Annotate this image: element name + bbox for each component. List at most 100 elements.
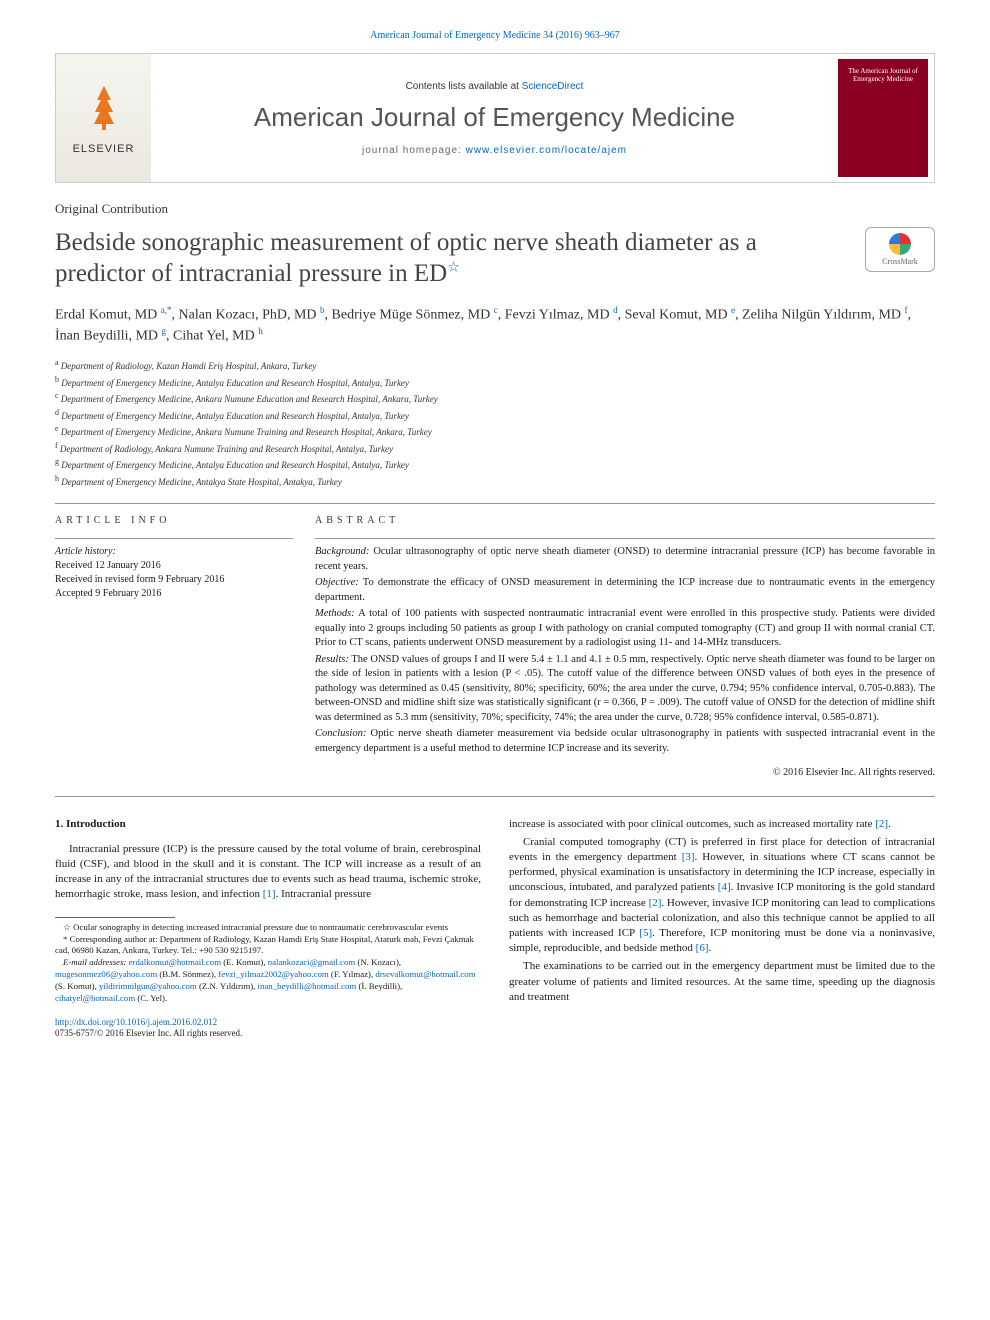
journal-banner: ELSEVIER Contents lists available at Sci…	[55, 53, 935, 183]
email-link[interactable]: erdalkomut@hotmail.com	[129, 957, 221, 967]
affiliation-list: a Department of Radiology, Kazan Hamdi E…	[55, 357, 935, 489]
journal-cover: The American Journal of Emergency Medici…	[838, 59, 928, 177]
p1-tail: . Intracranial pressure	[276, 888, 372, 900]
title-text: Bedside sonographic measurement of optic…	[55, 229, 757, 287]
email-link[interactable]: cihatyel@hotmail.com	[55, 993, 135, 1003]
info-abstract-row: article info Article history: Received 1…	[55, 514, 935, 779]
crossmark-circle-icon	[889, 233, 911, 255]
footnotes: ☆ Ocular sonography in detecting increas…	[55, 922, 481, 1005]
affiliation-item: g Department of Emergency Medicine, Anta…	[55, 456, 935, 473]
elsevier-logo[interactable]: ELSEVIER	[56, 54, 151, 182]
footnote-rule	[55, 917, 175, 918]
article-type: Original Contribution	[55, 201, 935, 217]
abstract-background-label: Background:	[315, 546, 369, 557]
abstract-results-text: The ONSD values of groups I and II were …	[315, 654, 935, 723]
abstract-background: Background: Ocular ultrasonography of op…	[315, 545, 935, 574]
abstract-column: abstract Background: Ocular ultrasonogra…	[315, 514, 935, 779]
ref-link-5[interactable]: [5]	[639, 927, 652, 939]
elsevier-text: ELSEVIER	[73, 143, 135, 155]
body-column-left: 1. Introduction Intracranial pressure (I…	[55, 817, 481, 1040]
history-label: Article history:	[55, 545, 293, 559]
abstract-conclusion-text: Optic nerve sheath diameter measurement …	[315, 728, 935, 753]
body-p3: Cranial computed tomography (CT) is pref…	[509, 835, 935, 956]
abstract-methods-text: A total of 100 patients with suspected n…	[315, 608, 935, 648]
affiliation-item: c Department of Emergency Medicine, Anka…	[55, 390, 935, 407]
issn-copyright: 0735-6757/© 2016 Elsevier Inc. All right…	[55, 1028, 242, 1038]
journal-name: American Journal of Emergency Medicine	[159, 102, 830, 133]
email-link[interactable]: yildirimnilgun@yahoo.com	[99, 981, 197, 991]
divider-bottom	[55, 796, 935, 797]
abstract-objective-label: Objective:	[315, 577, 359, 588]
sciencedirect-link[interactable]: ScienceDirect	[522, 81, 584, 92]
abstract-conclusion-label: Conclusion:	[315, 728, 366, 739]
header-citation-link[interactable]: American Journal of Emergency Medicine 3…	[370, 30, 619, 41]
body-p2: increase is associated with poor clinica…	[509, 817, 935, 832]
intro-heading: 1. Introduction	[55, 817, 481, 832]
p2-lead: increase is associated with poor clinica…	[509, 818, 875, 830]
abstract-heading: abstract	[315, 514, 935, 528]
crossmark-badge[interactable]: CrossMark	[865, 227, 935, 272]
ref-link-4[interactable]: [4]	[718, 881, 731, 893]
abstract-objective: Objective: To demonstrate the efficacy o…	[315, 576, 935, 605]
abstract-conclusion: Conclusion: Optic nerve sheath diameter …	[315, 727, 935, 756]
homepage-line: journal homepage: www.elsevier.com/locat…	[159, 145, 830, 156]
email-link[interactable]: inan_beydilli@hotmail.com	[258, 981, 357, 991]
email-link[interactable]: nalankozaci@gmail.com	[268, 957, 355, 967]
ref-link-1[interactable]: [1]	[263, 888, 276, 900]
affiliation-item: e Department of Emergency Medicine, Anka…	[55, 423, 935, 440]
intro-paragraph-1: Intracranial pressure (ICP) is the press…	[55, 842, 481, 903]
article-info-column: article info Article history: Received 1…	[55, 514, 315, 779]
email-link[interactable]: fevzi_yilmaz2002@yahoo.com	[218, 969, 328, 979]
abstract-methods: Methods: A total of 100 patients with su…	[315, 607, 935, 650]
footnote-emails: E-mail addresses: erdalkomut@hotmail.com…	[55, 957, 481, 1005]
author-list: Erdal Komut, MD a,*, Nalan Kozacı, PhD, …	[55, 304, 935, 348]
email-link[interactable]: drsevalkomut@hotmail.com	[375, 969, 475, 979]
article-info-heading: article info	[55, 514, 293, 528]
star-icon: ☆	[63, 922, 73, 932]
doi-link[interactable]: http://dx.doi.org/10.1016/j.ajem.2016.02…	[55, 1017, 217, 1027]
contents-prefix: Contents lists available at	[406, 81, 522, 92]
ref-link-2[interactable]: [2]	[875, 818, 888, 830]
doi-block: http://dx.doi.org/10.1016/j.ajem.2016.02…	[55, 1017, 481, 1040]
affiliation-item: h Department of Emergency Medicine, Anta…	[55, 473, 935, 490]
p3-tail: .	[708, 942, 711, 954]
banner-center: Contents lists available at ScienceDirec…	[151, 73, 838, 164]
abstract-methods-label: Methods:	[315, 608, 355, 619]
footnote-corr-text: Corresponding author at: Department of R…	[55, 934, 474, 956]
abstract-background-text: Ocular ultrasonography of optic nerve sh…	[315, 546, 935, 571]
footnote-star-text: Ocular sonography in detecting increased…	[73, 922, 448, 932]
body-columns: 1. Introduction Intracranial pressure (I…	[55, 817, 935, 1040]
ref-link-2b[interactable]: [2]	[649, 897, 662, 909]
abstract-results: Results: The ONSD values of groups I and…	[315, 653, 935, 725]
divider-top	[55, 503, 935, 504]
footnote-corresponding: * Corresponding author at: Department of…	[55, 934, 481, 958]
affiliation-item: f Department of Radiology, Ankara Numune…	[55, 440, 935, 457]
article-title: Bedside sonographic measurement of optic…	[55, 227, 857, 290]
ref-link-3[interactable]: [3]	[682, 851, 695, 863]
history-revised: Received in revised form 9 February 2016	[55, 573, 293, 587]
copyright-line: © 2016 Elsevier Inc. All rights reserved…	[315, 766, 935, 780]
affiliation-item: b Department of Emergency Medicine, Anta…	[55, 374, 935, 391]
ref-link-6[interactable]: [6]	[696, 942, 709, 954]
header-citation: American Journal of Emergency Medicine 3…	[55, 30, 935, 41]
body-p4: The examinations to be carried out in th…	[509, 959, 935, 1005]
affiliation-item: a Department of Radiology, Kazan Hamdi E…	[55, 357, 935, 374]
abstract-objective-text: To demonstrate the efficacy of ONSD meas…	[315, 577, 935, 602]
title-row: Bedside sonographic measurement of optic…	[55, 227, 935, 290]
asterisk-icon: *	[63, 934, 70, 944]
abstract-divider	[315, 538, 935, 539]
footnote-star: ☆ Ocular sonography in detecting increas…	[55, 922, 481, 934]
affiliation-item: d Department of Emergency Medicine, Anta…	[55, 407, 935, 424]
body-column-right: increase is associated with poor clinica…	[509, 817, 935, 1040]
email-link[interactable]: mugesonmez06@yahoo.com	[55, 969, 157, 979]
history-accepted: Accepted 9 February 2016	[55, 587, 293, 601]
title-footnote-star-icon[interactable]: ☆	[447, 261, 460, 276]
elsevier-tree-icon	[82, 82, 126, 141]
homepage-prefix: journal homepage:	[362, 145, 466, 156]
homepage-link[interactable]: www.elsevier.com/locate/ajem	[466, 145, 627, 156]
contents-line: Contents lists available at ScienceDirec…	[159, 81, 830, 92]
history-received: Received 12 January 2016	[55, 559, 293, 573]
abstract-results-label: Results:	[315, 654, 349, 665]
crossmark-label: CrossMark	[882, 257, 918, 266]
info-divider	[55, 538, 293, 539]
